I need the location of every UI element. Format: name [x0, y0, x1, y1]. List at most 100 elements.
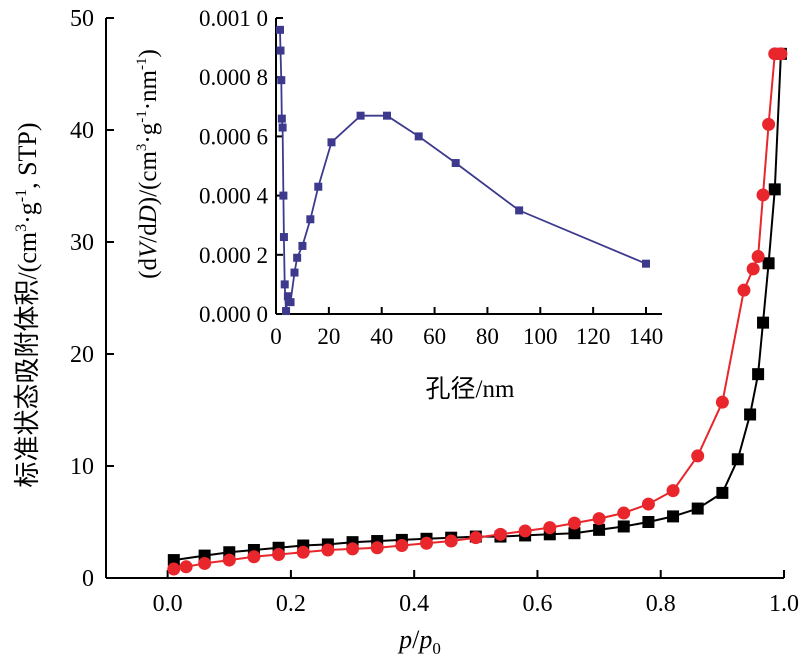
inset-series-point — [283, 292, 292, 301]
main-series-2-point — [167, 562, 181, 576]
inset-series-point — [280, 280, 289, 289]
main-y-axis-title: 标准状态吸附体积/(cm3·g-1, STP) — [13, 122, 42, 487]
main-series-2-point — [751, 250, 765, 264]
inset-series-point — [414, 132, 423, 141]
main-series-1-point — [757, 316, 770, 329]
inset-series-point — [276, 46, 285, 55]
main-series-1-point — [762, 257, 775, 270]
inset-series-point — [279, 191, 288, 200]
main-series-2-point — [666, 484, 680, 498]
inset-x-tick-label: 0 — [270, 324, 282, 349]
main-y-tick-label: 30 — [70, 230, 94, 256]
main-series-2-point — [370, 541, 384, 555]
inset-x-tick-label: 140 — [629, 324, 664, 349]
inset-series-point — [279, 233, 288, 242]
main-series-2-point — [567, 516, 581, 530]
inset-x-tick-label: 80 — [476, 324, 499, 349]
main-series-2-point — [746, 262, 760, 276]
inset-series-point — [383, 111, 391, 120]
main-series-2-point — [617, 506, 631, 520]
main-series-1-point — [642, 516, 655, 528]
main-x-tick-label: 0.6 — [522, 591, 552, 617]
inset-y-tick-label: 0.001 0 — [199, 6, 268, 31]
main-series-2-point — [691, 449, 705, 463]
inset-series-point — [275, 25, 284, 34]
inset-y-tick-label: 0.000 8 — [199, 65, 268, 90]
inset-series-point — [327, 138, 336, 147]
main-series-1-point — [744, 408, 757, 421]
main-series-1-point — [568, 527, 581, 540]
main-series-2-point — [420, 536, 434, 550]
main-series-2-point — [469, 531, 483, 545]
main-series-2-point — [774, 47, 788, 61]
main-x-tick-label: 0.2 — [276, 591, 306, 617]
main-series-1-point — [667, 510, 680, 523]
main-y-tick-label: 40 — [70, 118, 94, 144]
main-y-tick-label: 0 — [82, 566, 94, 592]
main-series-2-point — [346, 542, 360, 556]
main-series-1-point — [593, 523, 606, 536]
inset-y-axis-title: (dV/dD)/(cm3·g-1·nm-1) — [134, 49, 162, 279]
main-series-2-point — [518, 524, 532, 538]
inset-y-tick-label: 0.000 0 — [199, 302, 268, 327]
main-x-tick-label: 0.0 — [153, 591, 183, 617]
inset-series-point — [290, 268, 299, 277]
inset-plot: 0 20 40 60 80 100 120 140 0.000 0 0.000 2 0.000 4 0… — [134, 6, 663, 403]
main-series-1-point — [691, 502, 704, 515]
main-series-2-point — [756, 188, 770, 202]
inset-series-point — [277, 114, 286, 123]
inset-y-tick-label: 0.000 6 — [199, 124, 268, 149]
main-series-2-point — [444, 534, 458, 548]
main-series-2-point — [296, 545, 310, 559]
main-y-tick-label: 10 — [70, 454, 94, 480]
inset-series-point — [356, 111, 365, 120]
main-series-2-point — [179, 560, 193, 574]
inset-series-point — [314, 182, 323, 191]
inset-x-tick-label: 20 — [317, 324, 340, 349]
inset-x-tick-label: 100 — [523, 324, 558, 349]
inset-series-point — [451, 159, 460, 168]
main-series-2-point — [715, 395, 729, 409]
inset-series-point — [515, 206, 524, 215]
inset-x-tick-label: 60 — [423, 324, 446, 349]
main-series-1-point — [768, 183, 781, 196]
main-series-2-point — [592, 512, 606, 526]
main-x-tick-label: 0.4 — [399, 591, 429, 617]
inset-series-point — [278, 123, 287, 132]
main-series-2-point — [395, 539, 409, 553]
main-plot: 0.0 0.2 0.4 0.6 0.8 1.0 0 10 20 30 40 50 p/p0 标准状态吸… — [13, 6, 799, 658]
main-series-2-point — [493, 527, 507, 541]
main-series-2-point — [641, 497, 655, 511]
main-x-tick-label: 0.8 — [646, 591, 676, 617]
main-series-1-point — [752, 368, 765, 381]
main-series-1-point — [167, 554, 180, 567]
main-series-2-point — [543, 521, 557, 535]
main-series-2-point — [762, 117, 776, 131]
main-y-tick-label: 20 — [70, 342, 94, 368]
inset-x-axis-title: 孔径/nm — [426, 375, 515, 403]
inset-series-point — [286, 298, 295, 307]
main-series-2-point — [222, 553, 236, 567]
main-x-tick-label: 1.0 — [769, 591, 799, 617]
inset-series-point — [282, 307, 291, 316]
inset-series-point — [642, 259, 650, 268]
inset-x-tick-label: 120 — [576, 324, 611, 349]
main-series-2-point — [247, 550, 261, 564]
inset-y-tick-label: 0.000 2 — [199, 243, 268, 268]
main-series-2-point — [321, 543, 335, 557]
main-series-1-point — [716, 486, 729, 499]
main-series-1-point — [617, 520, 630, 533]
inset-series-line — [279, 29, 647, 312]
main-x-axis-title: p/p0 — [397, 625, 441, 658]
main-series-1-point — [731, 453, 744, 466]
inset-y-tick-label: 0.000 4 — [199, 184, 269, 209]
inset-series-point — [293, 253, 302, 262]
inset-series-point — [277, 76, 286, 85]
inset-series-point — [306, 215, 315, 224]
inset-x-tick-label: 40 — [370, 324, 393, 349]
main-series-2-point — [272, 547, 286, 561]
inset-series-point — [298, 241, 307, 250]
main-y-tick-label: 50 — [70, 6, 94, 32]
main-series-2-point — [737, 283, 751, 297]
